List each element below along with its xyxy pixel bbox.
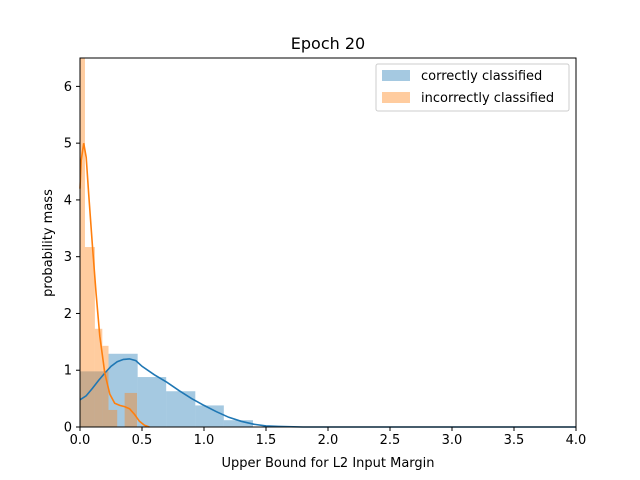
hist-bar-incorrect-4 [108, 409, 118, 427]
x-tick-label: 1.0 [194, 433, 215, 448]
x-axis-label: Upper Bound for L2 Input Margin [221, 456, 434, 471]
x-tick-label: 3.5 [504, 433, 525, 448]
y-axis-label: probability mass [41, 189, 56, 297]
y-tick-label: 5 [64, 137, 72, 152]
y-tick-label: 3 [64, 250, 72, 265]
legend: correctly classified incorrectly classif… [375, 63, 570, 112]
hist-bar-incorrect-0 [80, 58, 85, 427]
hist-bar-incorrect-2 [94, 328, 103, 427]
plot-area: 0.0 0.5 1.0 1.5 2.0 2.5 3.0 3.5 4.0 0 1 2 3 4 5 6 [64, 57, 587, 448]
legend-swatch-correct [382, 70, 410, 81]
x-tick-label: 2.5 [380, 433, 401, 448]
hist-bar-correct-4 [195, 405, 224, 427]
y-tick-label: 1 [64, 364, 72, 379]
y-tick-label: 4 [64, 193, 72, 208]
x-tick-label: 0.0 [70, 433, 91, 448]
hist-bar-incorrect-3 [102, 345, 109, 427]
hist-bar-correct-0 [80, 371, 109, 427]
hist-bar-correct-5 [223, 420, 253, 427]
y-tick-label: 2 [64, 307, 72, 322]
x-tick-label: 0.5 [132, 433, 153, 448]
hist-bar-correct-2 [137, 377, 167, 427]
legend-label-incorrect: incorrectly classified [421, 91, 554, 106]
x-tick-label: 2.0 [318, 433, 339, 448]
y-tick-label: 6 [64, 80, 72, 95]
legend-label-correct: correctly classified [421, 69, 542, 84]
y-tick-label: 0 [64, 421, 72, 436]
kde-line-incorrect [79, 143, 150, 428]
hist-bar-incorrect-1 [84, 247, 95, 427]
hist-bar-correct-1 [108, 353, 138, 427]
legend-swatch-incorrect [382, 92, 410, 103]
legend-frame [375, 63, 570, 112]
chart-title: Epoch 20 [291, 34, 365, 53]
hist-bar-correct-3 [166, 391, 196, 427]
x-tick-label: 3.0 [442, 433, 463, 448]
x-tick-label: 4.0 [566, 433, 587, 448]
x-tick-label: 1.5 [256, 433, 277, 448]
